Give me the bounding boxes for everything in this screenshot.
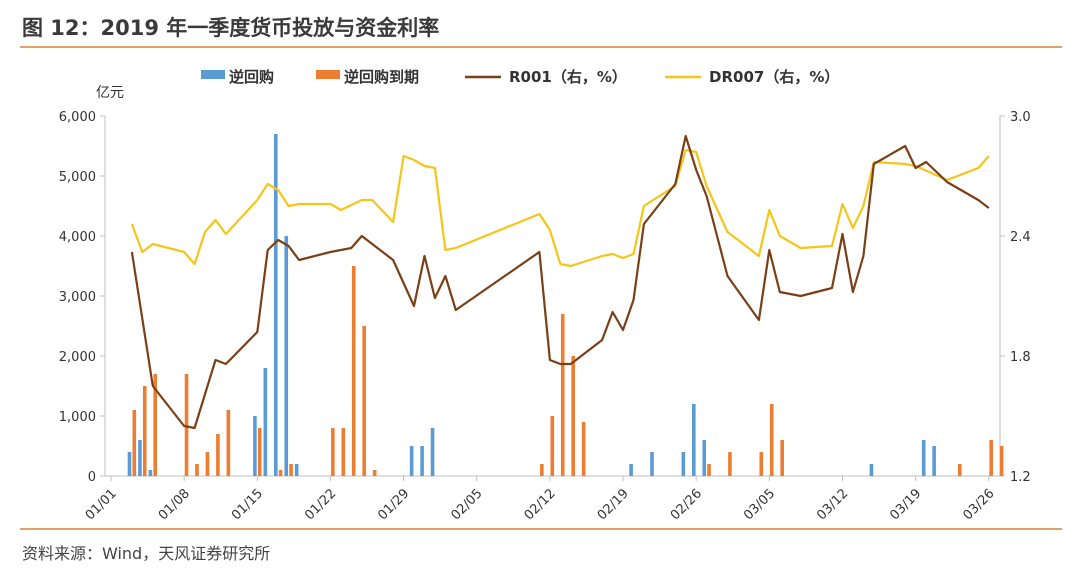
repo-bar bbox=[869, 464, 874, 476]
right-tick-label: 3.0 bbox=[1010, 110, 1031, 125]
repo-bar bbox=[420, 446, 424, 476]
maturity-bar bbox=[226, 410, 231, 476]
left-tick-label: 3,000 bbox=[59, 290, 96, 305]
x-tick-label: 02/12 bbox=[522, 486, 559, 523]
maturity-bar bbox=[195, 464, 199, 476]
maturity-bar bbox=[707, 464, 711, 476]
r001-line bbox=[130, 134, 990, 430]
right-tick-label: 2.4 bbox=[1010, 230, 1031, 245]
footer-divider bbox=[20, 528, 1062, 530]
legend-item-repo: 逆回购 bbox=[201, 68, 274, 86]
maturity-bar bbox=[989, 440, 993, 476]
left-tick-label: 5,000 bbox=[59, 170, 96, 185]
repo-bar bbox=[932, 446, 936, 476]
series-repo-maturity bbox=[132, 266, 1004, 476]
legend-label: 逆回购 bbox=[229, 68, 274, 86]
maturity-bar bbox=[571, 356, 575, 476]
x-tick-label: 01/08 bbox=[156, 486, 193, 523]
maturity-bar bbox=[581, 422, 586, 476]
maturity-bar bbox=[132, 410, 137, 476]
left-tick-label: 0 bbox=[88, 470, 96, 485]
repo-bar bbox=[629, 464, 633, 476]
maturity-bar bbox=[999, 446, 1004, 476]
repo-bar bbox=[273, 134, 278, 476]
chart-title: 图 12：2019 年一季度货币投放与资金利率 bbox=[22, 16, 440, 40]
x-tick-label: 03/19 bbox=[887, 486, 924, 523]
x-tick-label: 03/05 bbox=[741, 486, 778, 523]
maturity-bar bbox=[728, 452, 732, 476]
left-tick-label: 6,000 bbox=[59, 110, 96, 125]
legend-item-maturity: 逆回购到期 bbox=[316, 68, 419, 86]
legend-label: 逆回购到期 bbox=[344, 68, 419, 86]
maturity-bar bbox=[540, 464, 544, 476]
x-tick-label: 01/01 bbox=[83, 486, 120, 523]
maturity-bar bbox=[362, 326, 366, 476]
repo-bar bbox=[409, 446, 414, 476]
right-axis: 1.2 1.8 2.4 3.0 bbox=[1000, 110, 1031, 485]
maturity-bar bbox=[341, 428, 346, 476]
repo-bar bbox=[921, 440, 926, 476]
repo-bar bbox=[430, 428, 435, 476]
maturity-bar bbox=[184, 374, 189, 476]
legend-swatch bbox=[316, 70, 340, 79]
repo-bar bbox=[127, 452, 132, 476]
x-tick-label: 02/19 bbox=[595, 486, 632, 523]
x-tick-label: 02/26 bbox=[668, 486, 705, 523]
repo-bar bbox=[138, 440, 142, 476]
repo-bar bbox=[691, 404, 696, 476]
repo-bar bbox=[263, 368, 268, 476]
x-tick-label: 01/22 bbox=[302, 486, 339, 523]
repo-bar bbox=[253, 416, 257, 476]
legend-label: R001（右，%） bbox=[509, 68, 627, 86]
x-tick-label: 03/26 bbox=[961, 486, 998, 523]
repo-bar bbox=[681, 452, 686, 476]
maturity-bar bbox=[550, 416, 555, 476]
dr007-line bbox=[130, 148, 990, 268]
left-axis: 0 1,000 2,000 3,000 4,000 5,000 6,000 bbox=[59, 110, 105, 485]
repo-bar bbox=[284, 236, 289, 476]
legend-swatch bbox=[201, 70, 225, 79]
left-axis-unit: 亿元 bbox=[96, 85, 124, 101]
right-tick-label: 1.2 bbox=[1010, 470, 1031, 485]
repo-bar bbox=[294, 464, 299, 476]
maturity-bar bbox=[257, 428, 262, 476]
repo-bar bbox=[702, 440, 707, 476]
maturity-bar bbox=[372, 470, 377, 476]
maturity-bar bbox=[278, 470, 283, 476]
repo-bar bbox=[148, 470, 153, 476]
maturity-bar bbox=[780, 440, 784, 476]
maturity-bar bbox=[759, 452, 764, 476]
rate-lines bbox=[130, 134, 990, 430]
left-tick-label: 2,000 bbox=[59, 350, 96, 365]
series-repo bbox=[127, 134, 936, 476]
x-tick-label: 03/12 bbox=[814, 486, 851, 523]
x-axis: 01/01 01/08 01/15 01/22 01/29 02/05 02/12 02/19… bbox=[83, 476, 998, 523]
maturity-bar bbox=[958, 464, 962, 476]
legend-item-r001: R001（右，%） bbox=[465, 68, 627, 86]
title-divider bbox=[20, 46, 1062, 48]
maturity-bar bbox=[142, 386, 147, 476]
maturity-bar bbox=[153, 374, 157, 476]
left-tick-label: 4,000 bbox=[59, 230, 96, 245]
maturity-bar bbox=[331, 428, 335, 476]
repo-bar bbox=[650, 452, 654, 476]
source-note: 资料来源：Wind，天风证券研究所 bbox=[22, 544, 271, 563]
x-tick-label: 01/29 bbox=[375, 486, 412, 523]
legend-label: DR007（右，%） bbox=[709, 68, 839, 86]
maturity-bar bbox=[769, 404, 774, 476]
maturity-bar bbox=[351, 266, 356, 476]
left-tick-label: 1,000 bbox=[59, 410, 96, 425]
x-tick-label: 02/05 bbox=[448, 486, 485, 523]
chart-canvas: 逆回购 逆回购到期 R001（右，%） DR007（右，%） 亿元 0 1,000 2,0… bbox=[59, 68, 1031, 523]
legend: 逆回购 逆回购到期 R001（右，%） DR007（右，%） bbox=[201, 68, 839, 86]
right-tick-label: 1.8 bbox=[1010, 350, 1031, 365]
maturity-bar bbox=[289, 464, 293, 476]
maturity-bar bbox=[560, 314, 565, 476]
maturity-bar bbox=[216, 434, 220, 476]
x-tick-label: 01/15 bbox=[229, 486, 266, 523]
legend-item-dr007: DR007（右，%） bbox=[665, 68, 839, 86]
maturity-bar bbox=[205, 452, 210, 476]
